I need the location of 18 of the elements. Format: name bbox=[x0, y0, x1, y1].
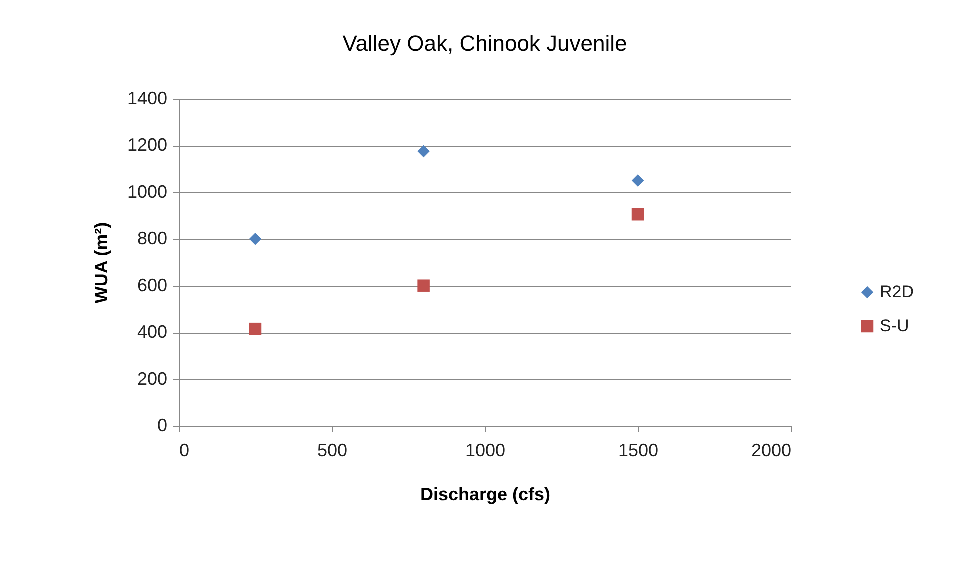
y-tick-label: 0 bbox=[157, 416, 168, 436]
x-tick-label: 1000 bbox=[465, 440, 506, 460]
y-tick-label: 200 bbox=[137, 368, 168, 389]
y-tick-label: 1200 bbox=[127, 135, 168, 156]
x-tick-label: 1500 bbox=[618, 440, 659, 460]
y-tick-label: 800 bbox=[137, 228, 168, 249]
y-tick-label: 1400 bbox=[127, 88, 168, 108]
legend-label: S-U bbox=[880, 316, 910, 336]
x-tick-label: 2000 bbox=[751, 440, 792, 460]
y-axis-title: WUA (m²) bbox=[91, 222, 112, 304]
x-axis-title: Discharge (cfs) bbox=[420, 484, 551, 504]
y-tick-label: 1000 bbox=[127, 182, 168, 202]
y-tick-label: 400 bbox=[137, 322, 168, 342]
x-tick-label: 500 bbox=[317, 440, 348, 460]
x-tick-label: 0 bbox=[180, 440, 190, 460]
y-tick-label: 600 bbox=[137, 275, 168, 296]
legend-label: R2D bbox=[880, 282, 914, 302]
chart-title: Valley Oak, Chinook Juvenile bbox=[342, 31, 628, 56]
